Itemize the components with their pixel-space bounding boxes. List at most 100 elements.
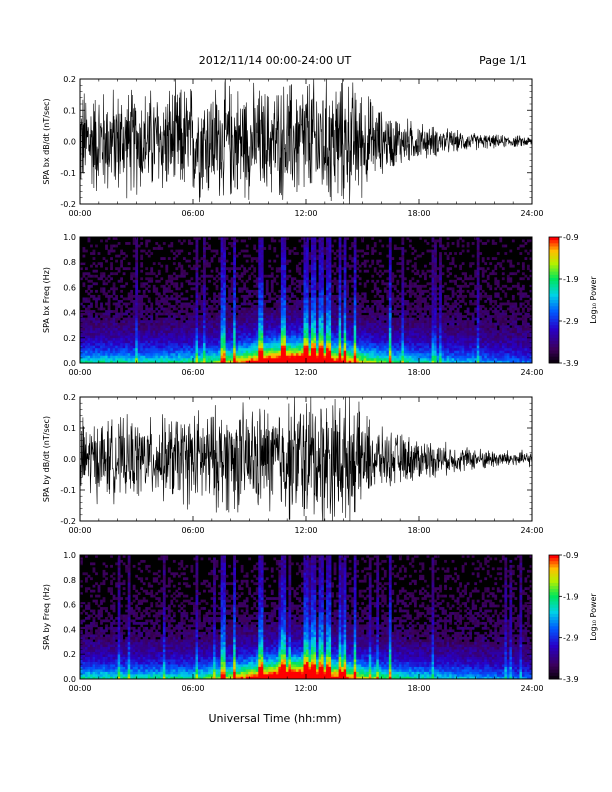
heat-cell (172, 345, 176, 349)
heat-cell (353, 249, 357, 253)
heat-cell (348, 327, 352, 331)
heat-cell (238, 352, 242, 356)
heat-cell (220, 302, 224, 306)
heat-cell (391, 322, 395, 326)
heat-cell (280, 350, 284, 354)
heat-cell (381, 347, 385, 351)
heat-cell (223, 337, 226, 341)
heat-cell (152, 360, 156, 364)
heat-cell (182, 310, 186, 313)
heat-cell (240, 355, 244, 359)
heat-cell (353, 347, 357, 351)
heat-cell (120, 262, 123, 266)
heat-cell (117, 340, 121, 344)
heat-cell (413, 272, 417, 276)
heat-cell (298, 325, 302, 329)
heat-cell (263, 357, 267, 361)
heat-cell (92, 332, 96, 336)
heat-cell (200, 335, 204, 339)
heat-cell (170, 244, 174, 248)
heat-cell (343, 242, 347, 245)
heat-cell (371, 327, 375, 331)
heat-cell (353, 317, 357, 321)
heat-cell (283, 279, 287, 283)
heat-cell (172, 335, 176, 339)
heat-cell (341, 302, 344, 306)
heat-cell (198, 320, 201, 323)
heat-cell (100, 335, 103, 339)
heat-cell (386, 360, 390, 364)
heat-cell (431, 264, 435, 268)
heat-cell (130, 272, 134, 276)
heat-cell (351, 350, 355, 354)
heat-cell (258, 257, 262, 260)
heat-cell (348, 312, 352, 316)
heat-cell (263, 302, 267, 306)
heat-cell (170, 305, 174, 308)
heat-cell (255, 360, 259, 364)
heat-cell (416, 335, 420, 339)
heat-cell (255, 320, 259, 323)
heat-cell (368, 322, 372, 326)
heat-cell (160, 277, 164, 281)
heat-cell (255, 315, 259, 318)
heat-cell (383, 315, 387, 318)
heat-cell (391, 350, 395, 354)
heat-cell (388, 264, 392, 268)
heat-cell (97, 325, 101, 329)
heat-cell (177, 239, 181, 243)
heat-cell (275, 300, 279, 303)
heat-cell (112, 292, 116, 296)
heat-cell (248, 254, 252, 258)
heat-cell (223, 332, 226, 336)
heat-cell (366, 347, 370, 351)
heat-cell (142, 294, 146, 298)
heat-cell (87, 355, 91, 359)
heat-cell (160, 347, 164, 351)
heat-cell (170, 350, 174, 354)
heat-cell (366, 315, 370, 318)
heat-cell (182, 274, 186, 278)
heat-cell (253, 330, 257, 334)
heat-cell (140, 237, 144, 240)
heat-cell (393, 357, 397, 361)
heat-cell (240, 294, 244, 298)
heat-cell (233, 264, 236, 268)
heat-cell (120, 340, 123, 344)
heat-cell (326, 244, 329, 248)
heat-cell (298, 300, 302, 303)
heat-cell (326, 262, 329, 266)
heat-cell (165, 345, 169, 349)
heat-cell (318, 322, 322, 326)
heat-cell (250, 327, 254, 331)
heat-cell (411, 327, 415, 331)
heat-cell (132, 332, 136, 336)
heat-cell (198, 292, 201, 296)
heat-cell (150, 357, 154, 361)
heat-cell (157, 335, 161, 339)
heat-cell (285, 322, 289, 326)
heat-cell (343, 287, 347, 291)
heat-cell (120, 259, 123, 263)
heat-cell (431, 269, 435, 273)
heat-cell (343, 310, 347, 313)
heat-cell (162, 357, 166, 361)
heat-cell (323, 327, 327, 331)
heat-cell (162, 347, 166, 351)
heat-cell (313, 269, 317, 273)
heat-cell (311, 322, 314, 326)
heat-cell (193, 332, 196, 336)
heat-cell (140, 350, 144, 354)
heat-cell (117, 335, 121, 339)
heat-cell (102, 335, 106, 339)
heat-cell (308, 254, 312, 258)
heat-cell (348, 360, 352, 364)
heat-cell (210, 350, 214, 354)
heat-cell (268, 244, 272, 248)
heat-cell (323, 294, 327, 298)
heat-cell (326, 307, 329, 311)
heat-cell (193, 310, 196, 313)
heat-cell (80, 352, 83, 356)
heat-cell (142, 347, 146, 351)
x-tick-label: 06:00 (181, 209, 204, 218)
